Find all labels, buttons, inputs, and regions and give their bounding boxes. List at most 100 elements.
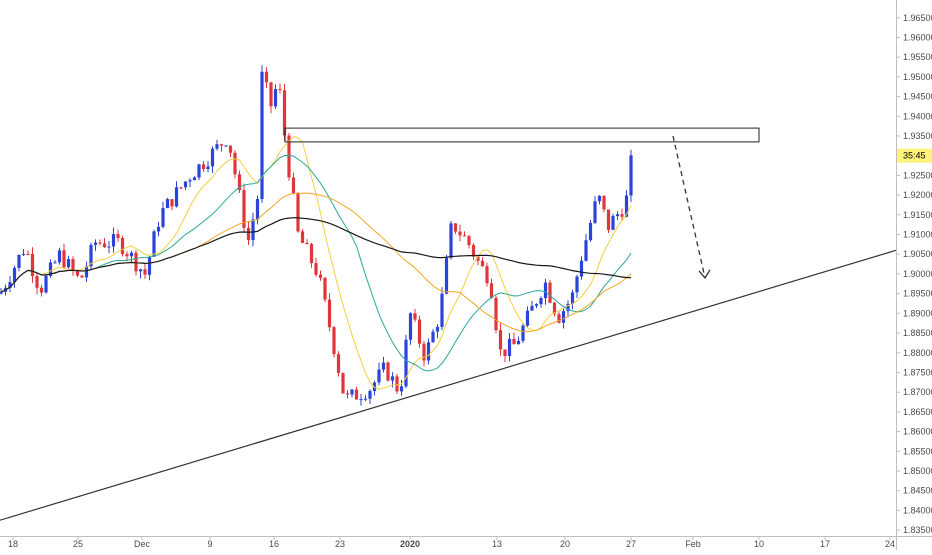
candle-body [21, 253, 26, 255]
candle-body [570, 292, 575, 304]
candle-body [354, 389, 359, 400]
candle-body [89, 244, 93, 267]
candle-body [12, 267, 17, 283]
candle-body [530, 305, 534, 311]
candle-body [255, 199, 260, 220]
candle-body [588, 222, 593, 241]
candle-body [233, 152, 237, 175]
candle-body [444, 257, 449, 294]
candle-body [210, 148, 215, 167]
candle-body [368, 391, 372, 399]
candle-body [620, 214, 624, 217]
candle-body [269, 82, 273, 107]
forecast-arrow-shaft[interactable] [672, 135, 706, 279]
candle-body [183, 181, 188, 188]
candle-body [318, 274, 323, 278]
price-tick-label: 1.95000 [903, 72, 932, 82]
candle-body [80, 275, 84, 278]
candle-body [62, 250, 66, 268]
candle-body [93, 242, 98, 245]
price-tick-label: 1.94000 [903, 111, 932, 121]
price-tick-label: 1.84000 [903, 505, 932, 515]
candle-body [606, 209, 611, 230]
candle-body [138, 269, 143, 272]
candle-body [543, 282, 548, 299]
moving-average-line [0, 154, 632, 372]
price-tick-label: 1.96500 [903, 13, 932, 23]
candle-body [53, 262, 57, 264]
candle-body [381, 362, 386, 370]
candle-body [107, 246, 111, 248]
current-price-tag[interactable] [897, 148, 932, 163]
resistance-zone-box[interactable] [284, 127, 760, 143]
candle-body [426, 342, 431, 361]
candle-body [489, 283, 494, 298]
candle-body [557, 314, 561, 323]
candle-body [0, 291, 3, 294]
price-tick-label: 1.86500 [903, 407, 932, 417]
candle-body [206, 166, 210, 169]
candle-body [507, 339, 512, 356]
candle-body [287, 135, 291, 178]
moving-averages-layer [0, 135, 632, 390]
candle-body [57, 250, 62, 263]
candle-body [98, 242, 102, 244]
candle-body [575, 276, 579, 293]
candle-body [458, 231, 462, 236]
time-tick-label: 2020 [400, 539, 420, 549]
candle-body [512, 339, 516, 345]
time-tick-label: 18 [8, 539, 18, 549]
candle-body [480, 260, 485, 267]
candle-body [264, 71, 269, 83]
candle-body [408, 313, 413, 340]
candle-body [363, 398, 368, 400]
price-tick-label: 1.96000 [903, 33, 932, 43]
candle-body [399, 386, 404, 392]
candle-body [309, 244, 314, 264]
price-tick-label: 1.92500 [903, 170, 932, 180]
candle-body [494, 297, 498, 331]
price-tick-label: 1.93500 [903, 131, 932, 141]
price-tick-label: 1.88500 [903, 328, 932, 338]
candle-body [300, 231, 305, 243]
candle-body [417, 319, 422, 344]
candle-body [521, 325, 525, 341]
price-tick-label: 1.95500 [903, 52, 932, 62]
candle-body [471, 245, 476, 257]
price-tick-label: 1.90000 [903, 269, 932, 279]
candle-body [147, 256, 152, 275]
candle-body [341, 372, 345, 394]
price-tick-label: 1.87000 [903, 387, 932, 397]
support-trendline[interactable] [0, 249, 897, 521]
candle-body [134, 252, 138, 272]
candle-body [597, 195, 602, 202]
candle-body [8, 282, 12, 288]
candle-body [314, 263, 318, 275]
price-tick-label: 1.94500 [903, 92, 932, 102]
candle-body [615, 214, 620, 217]
candle-body [579, 260, 584, 277]
candle-body [548, 282, 552, 303]
candle-body [291, 177, 296, 194]
candle-body [120, 238, 125, 254]
candle-body [174, 187, 179, 207]
time-tick-label: 9 [207, 539, 212, 549]
candle-body [552, 302, 557, 314]
time-tick-label: 17 [820, 539, 830, 549]
candle-body [305, 242, 309, 245]
candle-body [435, 326, 440, 332]
candle-body [278, 89, 282, 91]
candle-body [179, 187, 183, 189]
candle-body [260, 71, 264, 199]
time-tick-label: 23 [335, 539, 345, 549]
time-tick-label: 24 [885, 539, 895, 549]
candle-body [476, 256, 480, 261]
candle-body [449, 223, 453, 258]
candle-body [413, 313, 417, 320]
time-tick-label: Feb [685, 539, 701, 549]
candle-body [539, 298, 543, 305]
